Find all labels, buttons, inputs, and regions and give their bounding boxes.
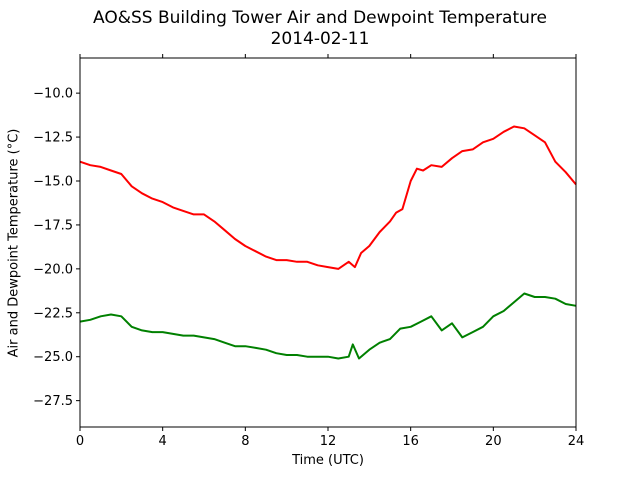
y-tick-label: −20.0 (33, 262, 73, 277)
x-axis-label: Time (UTC) (292, 453, 364, 468)
x-tick-label: 8 (241, 434, 249, 449)
y-tick-label: −22.5 (33, 306, 73, 321)
y-axis-label: Air and Dewpoint Temperature (°C) (6, 128, 22, 358)
chart-subtitle: 2014-02-11 (270, 29, 370, 49)
series-line-0 (79, 125, 577, 270)
y-tick-label: −12.5 (33, 131, 73, 146)
y-tick-label: −10.0 (33, 87, 73, 102)
y-tick-label: −27.5 (33, 394, 73, 409)
y-tick-label: −25.0 (33, 350, 73, 365)
y-tick-label: −15.0 (33, 175, 73, 190)
x-tick-label: 12 (320, 434, 337, 449)
series-line-1 (79, 292, 577, 360)
plot-frame (79, 57, 577, 428)
x-tick-label: 24 (568, 434, 585, 449)
x-tick-label: 4 (159, 434, 167, 449)
x-tick-label: 20 (485, 434, 502, 449)
x-tick-label: 16 (402, 434, 419, 449)
x-tick-label: 0 (76, 434, 84, 449)
y-tick-label: −17.5 (33, 218, 73, 233)
chart-title: AO&SS Building Tower Air and Dewpoint Te… (92, 8, 547, 28)
